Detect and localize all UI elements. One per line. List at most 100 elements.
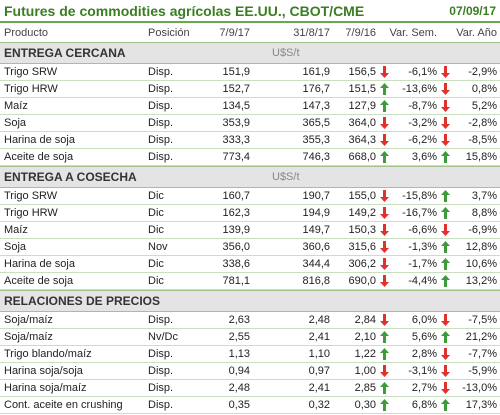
cell: 5,6% [411, 331, 437, 343]
arrow-down [380, 258, 389, 270]
arrow-icon [380, 117, 389, 129]
cell: Soja [4, 117, 27, 129]
arrow-down [441, 365, 450, 377]
arrow-up [441, 151, 450, 163]
cell: 10,6% [465, 258, 497, 270]
column-header: Var. Sem. [389, 27, 437, 39]
arrow-shape [380, 207, 389, 219]
cell: Dic [148, 258, 164, 270]
arrow-icon [380, 331, 389, 343]
cell: -16,7% [402, 207, 437, 219]
cell: -6,2% [408, 134, 437, 146]
arrow-up [380, 399, 389, 411]
arrow-shape [441, 117, 450, 129]
row-separator [0, 131, 500, 132]
arrow-shape [380, 66, 389, 78]
arrow-shape [380, 331, 389, 343]
arrow-icon [380, 151, 389, 163]
cell: 15,8% [465, 151, 497, 163]
row-separator [0, 345, 500, 346]
cell: 13,2% [465, 275, 497, 287]
cell: 306,2 [348, 258, 376, 270]
cell: 1,22 [354, 348, 376, 360]
arrow-up [441, 190, 450, 202]
arrow-down [380, 224, 389, 236]
section-title: ENTREGA A COSECHA [4, 170, 137, 184]
cell: -15,8% [402, 190, 437, 202]
cell: 2,41 [308, 331, 330, 343]
arrow-down [380, 134, 389, 146]
arrow-down [441, 348, 450, 360]
arrow-shape [441, 365, 450, 377]
cell: Harina soja/soja [4, 365, 83, 377]
arrow-icon [441, 241, 450, 253]
cell: 162,3 [222, 207, 250, 219]
arrow-shape [380, 275, 389, 287]
cell: 6,0% [411, 314, 437, 326]
cell: 21,2% [465, 331, 497, 343]
title: Futures de commodities agrícolas EE.UU.,… [4, 3, 365, 19]
arrow-down [380, 190, 389, 202]
cell: 2,41 [308, 382, 330, 394]
arrow-down [380, 314, 389, 326]
row-separator [0, 289, 500, 290]
section-header [0, 290, 500, 312]
arrow-down [380, 66, 389, 78]
cell: 150,3 [348, 224, 376, 236]
cell: 156,5 [348, 66, 376, 78]
arrow-down [441, 134, 450, 146]
arrow-shape [380, 190, 389, 202]
row-separator [0, 272, 500, 273]
cell: 1,00 [354, 365, 376, 377]
cell: -1,7% [408, 258, 437, 270]
cell: -1,3% [408, 241, 437, 253]
cell: 364,0 [348, 117, 376, 129]
cell: Harina soja/maíz [4, 382, 87, 394]
row-separator [0, 204, 500, 205]
arrow-up [441, 399, 450, 411]
cell: Nov [148, 241, 168, 253]
arrow-down [441, 117, 450, 129]
arrow-up [441, 275, 450, 287]
cell: 781,1 [222, 275, 250, 287]
cell: Dic [148, 275, 164, 287]
cell: 2,10 [354, 331, 376, 343]
row-separator [0, 396, 500, 397]
arrow-up [441, 207, 450, 219]
arrow-icon [441, 151, 450, 163]
cell: 0,8% [471, 83, 497, 95]
cell: -2,8% [468, 117, 497, 129]
cell: 2,85 [354, 382, 376, 394]
arrow-shape [441, 224, 450, 236]
cell: 151,9 [222, 66, 250, 78]
arrow-shape [380, 83, 389, 95]
cell: Trigo SRW [4, 190, 58, 202]
cell: Soja/maíz [4, 331, 53, 343]
cell: 0,35 [228, 399, 250, 411]
cell: Maíz [4, 224, 28, 236]
cell: 161,9 [302, 66, 330, 78]
row-separator [0, 221, 500, 222]
arrow-shape [441, 134, 450, 146]
arrow-icon [380, 241, 389, 253]
arrow-icon [380, 382, 389, 394]
arrow-icon [380, 314, 389, 326]
cell: 8,8% [471, 207, 497, 219]
cell: 746,3 [302, 151, 330, 163]
column-header: Producto [4, 27, 49, 39]
arrow-up [380, 331, 389, 343]
arrow-icon [380, 258, 389, 270]
arrow-shape [380, 365, 389, 377]
arrow-icon [441, 399, 450, 411]
cell: 149,7 [302, 224, 330, 236]
cell: 1,13 [228, 348, 250, 360]
section-title: RELACIONES DE PRECIOS [4, 294, 161, 308]
arrow-icon [441, 190, 450, 202]
arrow-shape [441, 399, 450, 411]
cell: 356,0 [222, 241, 250, 253]
cell: -4,4% [408, 275, 437, 287]
cell: 2,48 [308, 314, 330, 326]
row-separator [0, 255, 500, 256]
cell: 176,7 [302, 83, 330, 95]
arrow-icon [380, 275, 389, 287]
